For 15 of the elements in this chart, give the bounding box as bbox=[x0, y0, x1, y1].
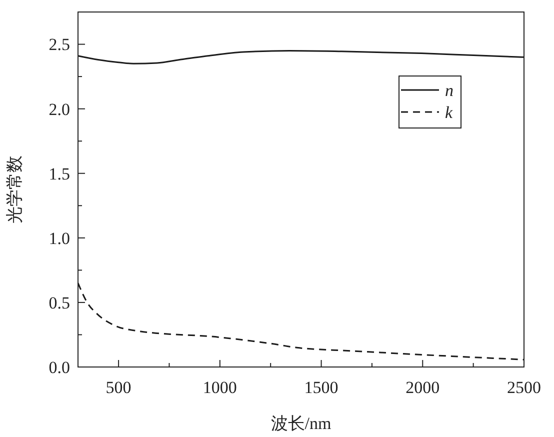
legend-label: k bbox=[445, 102, 453, 122]
legend-label: n bbox=[445, 80, 454, 100]
y-tick-label: 0.5 bbox=[48, 293, 70, 312]
x-tick-label: 2000 bbox=[406, 378, 440, 397]
y-tick-label: 1.5 bbox=[48, 164, 70, 184]
x-tick-label: 1000 bbox=[202, 378, 237, 397]
y-tick-label: 2.0 bbox=[48, 100, 70, 119]
y-tick-label: 0.0 bbox=[48, 358, 70, 377]
x-tick-label: 1500 bbox=[304, 378, 338, 397]
x-tick-label: 2500 bbox=[507, 378, 541, 397]
y-tick-label: 2.5 bbox=[48, 35, 70, 54]
y-tick-label: 1.0 bbox=[48, 228, 70, 248]
y-axis-title: 光学常数 bbox=[5, 156, 24, 224]
x-tick-label: 500 bbox=[106, 378, 132, 397]
x-axis-title: 波长/nm bbox=[270, 414, 332, 433]
